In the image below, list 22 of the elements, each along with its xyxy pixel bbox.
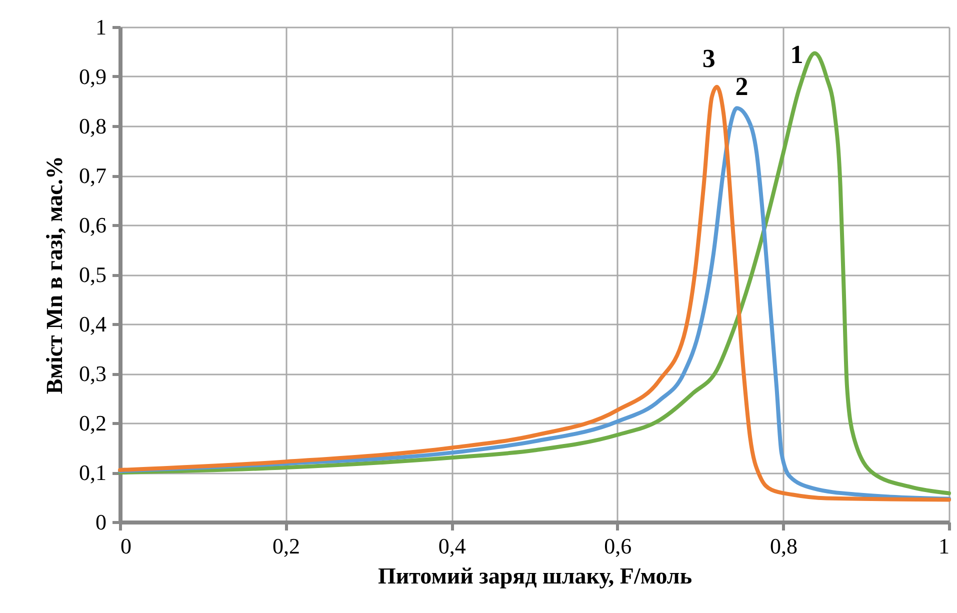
x-tick-label: 0,4 (438, 534, 466, 558)
x-axis-title: Питомий заряд шлаку, F/моль (378, 564, 692, 588)
series-label: 2 (735, 72, 748, 102)
y-tick-label: 0 (96, 510, 106, 534)
x-tick-label: 1 (938, 534, 950, 558)
series-label: 1 (790, 40, 804, 70)
y-tick-label: 0,7 (79, 163, 106, 188)
x-tick-label: 0,8 (770, 534, 798, 558)
y-tick-label: 0,3 (79, 361, 106, 386)
y-tick-label: 0,1 (79, 460, 106, 485)
y-tick-label: 0,8 (79, 114, 106, 138)
y-tick-label: 0,4 (79, 312, 106, 336)
y-tick-label: 0,2 (79, 410, 106, 436)
series-label: 3 (702, 44, 716, 73)
y-tick-label: 0,6 (79, 212, 106, 238)
y-tick-label: 1 (96, 14, 106, 40)
x-tick-label: 0,6 (604, 534, 632, 558)
y-axis-title: Вміст Mn в газі, мас.% (42, 156, 67, 394)
x-tick-label: 0,2 (272, 534, 300, 558)
x-tick-label: 0 (120, 534, 132, 558)
y-tick-label: 0,5 (79, 262, 106, 287)
y-tick-label: 0,9 (79, 64, 106, 89)
